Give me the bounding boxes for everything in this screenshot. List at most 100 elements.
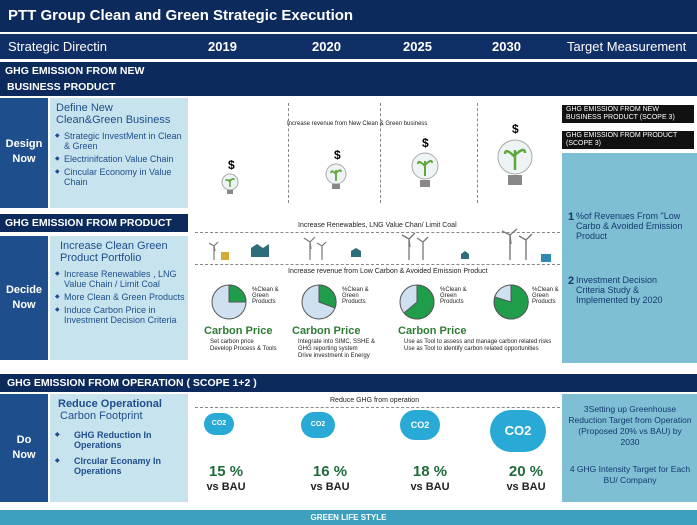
do-head-2: Carbon Footprint xyxy=(60,410,143,422)
sec2-timeline1: Increase Renewables, LNG Value Chan/ Lim… xyxy=(298,222,457,229)
co2-cloud-icon: CO2 xyxy=(301,412,335,438)
dollar-icon: $ xyxy=(334,148,341,162)
co2-cloud-icon: CO2 xyxy=(490,410,546,452)
design-item-2: Electrinifcation Value Chain xyxy=(50,154,188,164)
design-label: Design xyxy=(5,138,43,150)
cp1-item: Develop Process & Tools xyxy=(210,346,277,352)
tag-scope3-product: GHG EMISSION FROM PRODUCT (SCOPE 3) xyxy=(562,131,694,149)
design-now-label: Design Now xyxy=(0,98,48,208)
divider xyxy=(195,264,560,265)
section1-bar-line2: BUSINESS PRODUCT xyxy=(7,81,116,93)
co2-cloud-icon: CO2 xyxy=(400,410,440,440)
carbon-price-title: Carbon Price xyxy=(292,325,361,337)
cp3-item: Use as Tool to assess and manage carbon … xyxy=(404,339,552,345)
bulb-plant-icon xyxy=(495,138,535,190)
header-strategic: Strategic Directin xyxy=(8,39,107,54)
bulb-plant-icon xyxy=(410,152,440,190)
wind-turbine-icon xyxy=(400,232,432,260)
target1-text: %of Revenues From "Low Carbo & Avoided E… xyxy=(576,211,683,241)
do-item-1: GHG Reduction In Operations xyxy=(50,430,188,450)
factory-icon xyxy=(460,247,470,259)
section2-bar: GHG EMISSION FROM PRODUCT xyxy=(0,214,188,232)
section3-bar: GHG EMISSION FROM OPERATION ( SCOPE 1+2 … xyxy=(0,374,697,392)
cp2-item: Drive investment in Energy xyxy=(298,353,370,359)
divider xyxy=(477,103,478,203)
reduction-2025: 18 % xyxy=(412,463,448,480)
target3-text: 3Setting up Greenhouse Reduction Target … xyxy=(568,404,692,447)
sec1-timeline-text: Increase revenue from New Clean & Green … xyxy=(287,121,428,127)
do-now-box: Reduce Operational Carbon Footprint GHG … xyxy=(50,394,188,502)
pie-label: %Clean & Green Products xyxy=(342,287,369,305)
bau-label: vs BAU xyxy=(310,481,350,493)
cp2-item: Integrate into SIMC, SSHE & GHG reportin… xyxy=(298,339,376,352)
bulb-plant-icon xyxy=(324,163,348,191)
header-target: Target Measurement xyxy=(567,39,687,54)
target1-num: 1 xyxy=(568,211,575,223)
page-title: PTT Group Clean and Green Strategic Exec… xyxy=(0,0,697,32)
divider xyxy=(380,103,381,203)
wind-turbine-icon xyxy=(208,240,230,260)
cp3-item: Use as Tool to identify carbon related o… xyxy=(404,346,539,352)
header-2020: 2020 xyxy=(312,39,341,54)
carbon-price-title: Carbon Price xyxy=(398,325,467,337)
reduction-2019: 15 % xyxy=(208,463,244,480)
target-box-product: 1 %of Revenues From "Low Carbo & Avoided… xyxy=(562,153,697,363)
header-2019: 2019 xyxy=(208,39,237,54)
wind-turbine-icon xyxy=(302,236,330,260)
bau-label: vs BAU xyxy=(206,481,246,493)
pie-label: %Clean & Green Products xyxy=(532,287,559,305)
decide-label: Decide xyxy=(5,284,43,296)
dollar-icon: $ xyxy=(422,136,429,150)
cp1-item: Set carbon price xyxy=(210,339,254,345)
carbon-price-title: Carbon Price xyxy=(204,325,273,337)
divider xyxy=(195,407,560,408)
target-box-operation: 3Setting up Greenhouse Reduction Target … xyxy=(562,394,697,502)
do-item-2: Clrcular Econamy In Operations xyxy=(50,456,188,476)
pie-chart-icon xyxy=(210,283,248,321)
wind-turbine-icon xyxy=(500,228,536,260)
do-head-1: Reduce Operational xyxy=(58,398,162,410)
sec3-timeline: Reduce GHG from operation xyxy=(330,397,420,404)
pie-chart-icon xyxy=(300,283,338,321)
decide-item-3: Induce Carbon Price in Investment Decisi… xyxy=(50,305,188,325)
now-label: Now xyxy=(12,153,36,165)
decide-item-2: More Clean & Green Products xyxy=(50,292,188,302)
section1-bar-line1: GHG EMISSION FROM NEW xyxy=(5,65,145,77)
target2-num: 2 xyxy=(568,275,575,287)
pie-label: %Clean & Green Products xyxy=(252,287,279,305)
decide-item-1: Increase Renewables , LNG Value Chain / … xyxy=(50,269,188,289)
pie-chart-icon xyxy=(492,283,530,321)
divider xyxy=(195,232,560,233)
do-label: Do xyxy=(16,434,32,446)
header-2030: 2030 xyxy=(492,39,521,54)
divider xyxy=(288,103,289,203)
header-2025: 2025 xyxy=(403,39,432,54)
target4-text: 4 GHG Intensity Target for Each BU/ Comp… xyxy=(569,464,691,485)
reduction-2030: 20 % xyxy=(508,463,544,480)
bulb-plant-icon xyxy=(220,173,240,195)
footer-bar: GREEN LIFE STYLE xyxy=(0,510,697,525)
section1-bar: GHG EMISSION FROM NEW BUSINESS PRODUCT xyxy=(0,62,697,96)
header-row: Strategic Directin 2019 2020 2025 2030 T… xyxy=(0,34,697,59)
now-label: Now xyxy=(12,299,36,311)
co2-cloud-icon: CO2 xyxy=(204,413,234,435)
carbon-price-list-3: Use as Tool to assess and manage carbon … xyxy=(404,339,564,353)
pie-label: %Clean & Green Products xyxy=(440,287,467,305)
bau-label: vs BAU xyxy=(506,481,546,493)
dollar-icon: $ xyxy=(228,158,235,172)
target2-text: Investment Decision Criteria Study & Imp… xyxy=(576,275,663,305)
design-item-1: Strategic InvestMent in Clean & Green xyxy=(50,131,188,151)
do-now-label: Do Now xyxy=(0,394,48,502)
carbon-price-list-2: Integrate into SIMC, SSHE & GHG reportin… xyxy=(298,339,388,360)
sec2-timeline2: Increase revenue from Low Carbon & Avoid… xyxy=(288,268,488,275)
decide-head: Increase Clean Green Product Portfolio xyxy=(60,240,168,264)
design-head: Define New Clean&Green Business xyxy=(56,102,171,126)
cart-icon xyxy=(541,249,551,262)
factory-icon xyxy=(250,240,270,258)
design-now-box: Define New Clean&Green Business Strategi… xyxy=(50,98,188,208)
bau-label: vs BAU xyxy=(410,481,450,493)
decide-now-box: Increase Clean Green Product Portfolio I… xyxy=(50,236,188,360)
now-label: Now xyxy=(12,449,36,461)
carbon-price-list-1: Set carbon price Develop Process & Tools xyxy=(210,339,284,353)
pie-chart-icon xyxy=(398,283,436,321)
